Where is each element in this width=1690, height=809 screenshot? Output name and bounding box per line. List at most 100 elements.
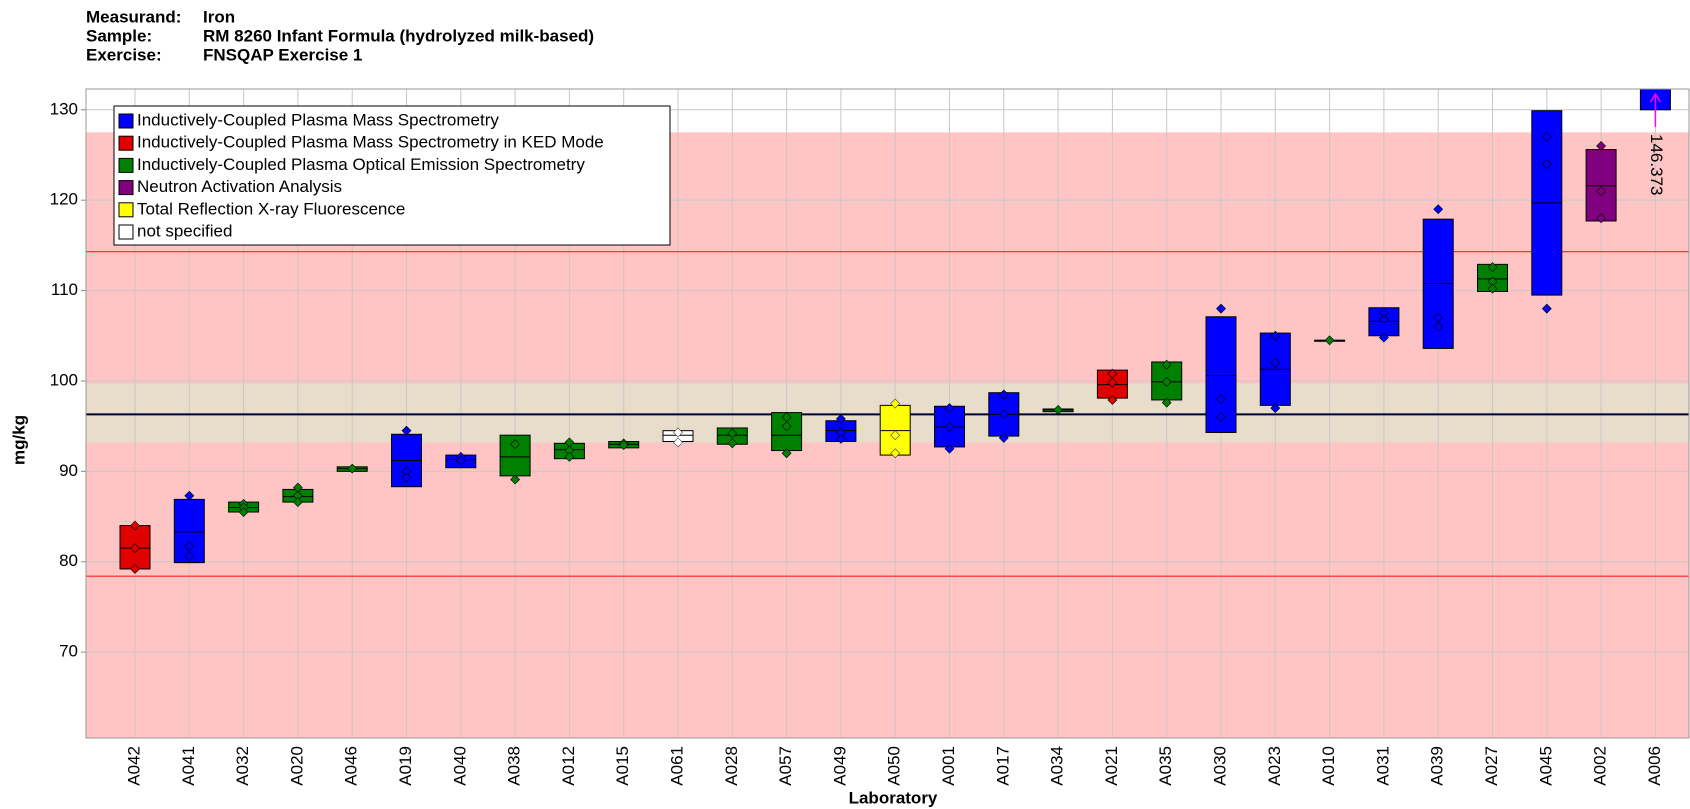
point (1378, 332, 1389, 343)
point (1107, 395, 1118, 405)
x-tick-label: A028 (722, 746, 741, 786)
point (998, 389, 1009, 400)
point (401, 472, 412, 483)
x-tick-label: A002 (1591, 746, 1610, 786)
point (184, 490, 195, 501)
point (944, 422, 955, 432)
point (835, 413, 846, 424)
x-tick-label: A039 (1428, 746, 1447, 786)
point (998, 432, 1009, 443)
header-value: FNSQAP Exercise 1 (203, 45, 362, 64)
point (890, 448, 901, 459)
x-tick-label: A040 (450, 746, 469, 786)
legend-label: Neutron Activation Analysis (137, 177, 342, 196)
point (781, 421, 792, 432)
y-tick-label: 100 (50, 370, 78, 389)
point (184, 541, 195, 552)
point (1053, 404, 1064, 415)
legend-label: Inductively-Coupled Plasma Optical Emiss… (137, 155, 585, 174)
x-tick-label: A038 (505, 746, 524, 786)
point (130, 543, 140, 554)
legend-swatch (118, 202, 134, 218)
x-tick-label: A046 (342, 746, 361, 786)
point (1161, 397, 1172, 408)
point (998, 409, 1009, 420)
x-tick-label: A027 (1482, 746, 1501, 786)
point (944, 403, 955, 414)
legend-swatch (118, 113, 134, 129)
x-tick-label: A061 (667, 746, 686, 786)
x-tick-label: A001 (939, 746, 958, 786)
point (727, 438, 738, 449)
x-tick-label: A057 (776, 746, 795, 786)
legend-label: not specified (137, 221, 232, 240)
point (1161, 376, 1172, 387)
y-tick-label: 120 (50, 190, 78, 209)
x-tick-label: A042 (124, 746, 143, 786)
plot (86, 89, 1689, 577)
y-tick-label: 70 (59, 642, 78, 661)
header-label: Sample: (86, 26, 152, 45)
x-tick-label: A032 (233, 746, 252, 786)
x-tick-label: A045 (1536, 746, 1555, 786)
point (618, 440, 629, 451)
point (1161, 359, 1172, 370)
point (944, 443, 955, 454)
x-axis-label: Laboratory (849, 788, 938, 807)
x-tick-label: A017 (993, 746, 1012, 786)
point (1324, 335, 1335, 346)
point (347, 463, 358, 474)
point (1216, 303, 1226, 314)
point (130, 564, 140, 574)
point (1270, 330, 1281, 341)
point (1541, 159, 1552, 169)
point (564, 451, 575, 462)
overlay: Measurand: Iron Sample: RM 8260 Infant Form… (9, 7, 1690, 807)
y-tick-label: 110 (51, 280, 78, 299)
header-label: Measurand: (86, 7, 181, 26)
x-tick-label: A031 (1373, 746, 1392, 786)
point (890, 398, 901, 409)
point (1107, 377, 1118, 388)
x-tick-label: A049 (830, 746, 849, 786)
point (1270, 357, 1281, 368)
x-tick-label: A019 (396, 746, 415, 786)
legend-label: Inductively-Coupled Plasma Mass Spectrom… (137, 110, 499, 129)
point (835, 433, 846, 444)
point (1433, 204, 1444, 215)
point (1433, 321, 1444, 332)
point (1270, 403, 1281, 414)
x-tick-label: A006 (1645, 746, 1664, 786)
legend: Inductively-Coupled Plasma Mass Spectrom… (113, 105, 671, 246)
point (1596, 141, 1607, 151)
y-axis-label: mg/kg (9, 415, 28, 465)
x-tick-label: A012 (559, 746, 578, 786)
legend-label: Total Reflection X-ray Fluorescence (137, 199, 405, 218)
header-value: RM 8260 Infant Formula (hydrolyzed milk-… (203, 26, 594, 45)
x-tick-label: A021 (1102, 746, 1121, 786)
point (1541, 131, 1552, 142)
point (510, 439, 521, 450)
x-tick-label: A030 (1210, 746, 1229, 786)
annotation-text: 146.373 (1647, 134, 1666, 195)
y-tick-label: 80 (59, 551, 78, 570)
plot-frame (85, 88, 1690, 739)
x-tick-label: A034 (1048, 746, 1067, 786)
legend-swatch (118, 157, 134, 173)
point (184, 551, 195, 562)
point (1596, 186, 1607, 197)
point (1487, 262, 1498, 272)
point (1216, 412, 1226, 423)
annotation-arrowhead (1649, 92, 1662, 103)
point (1541, 303, 1552, 314)
header-label: Exercise: (86, 45, 162, 64)
legend-swatch (118, 224, 134, 240)
point (727, 428, 738, 439)
point (401, 425, 412, 436)
legend-label: Inductively-Coupled Plasma Mass Spectrom… (137, 133, 604, 152)
point (130, 520, 140, 531)
point (781, 448, 792, 459)
point (292, 497, 303, 508)
y-tick-label: 90 (59, 461, 78, 480)
point (1487, 283, 1498, 294)
